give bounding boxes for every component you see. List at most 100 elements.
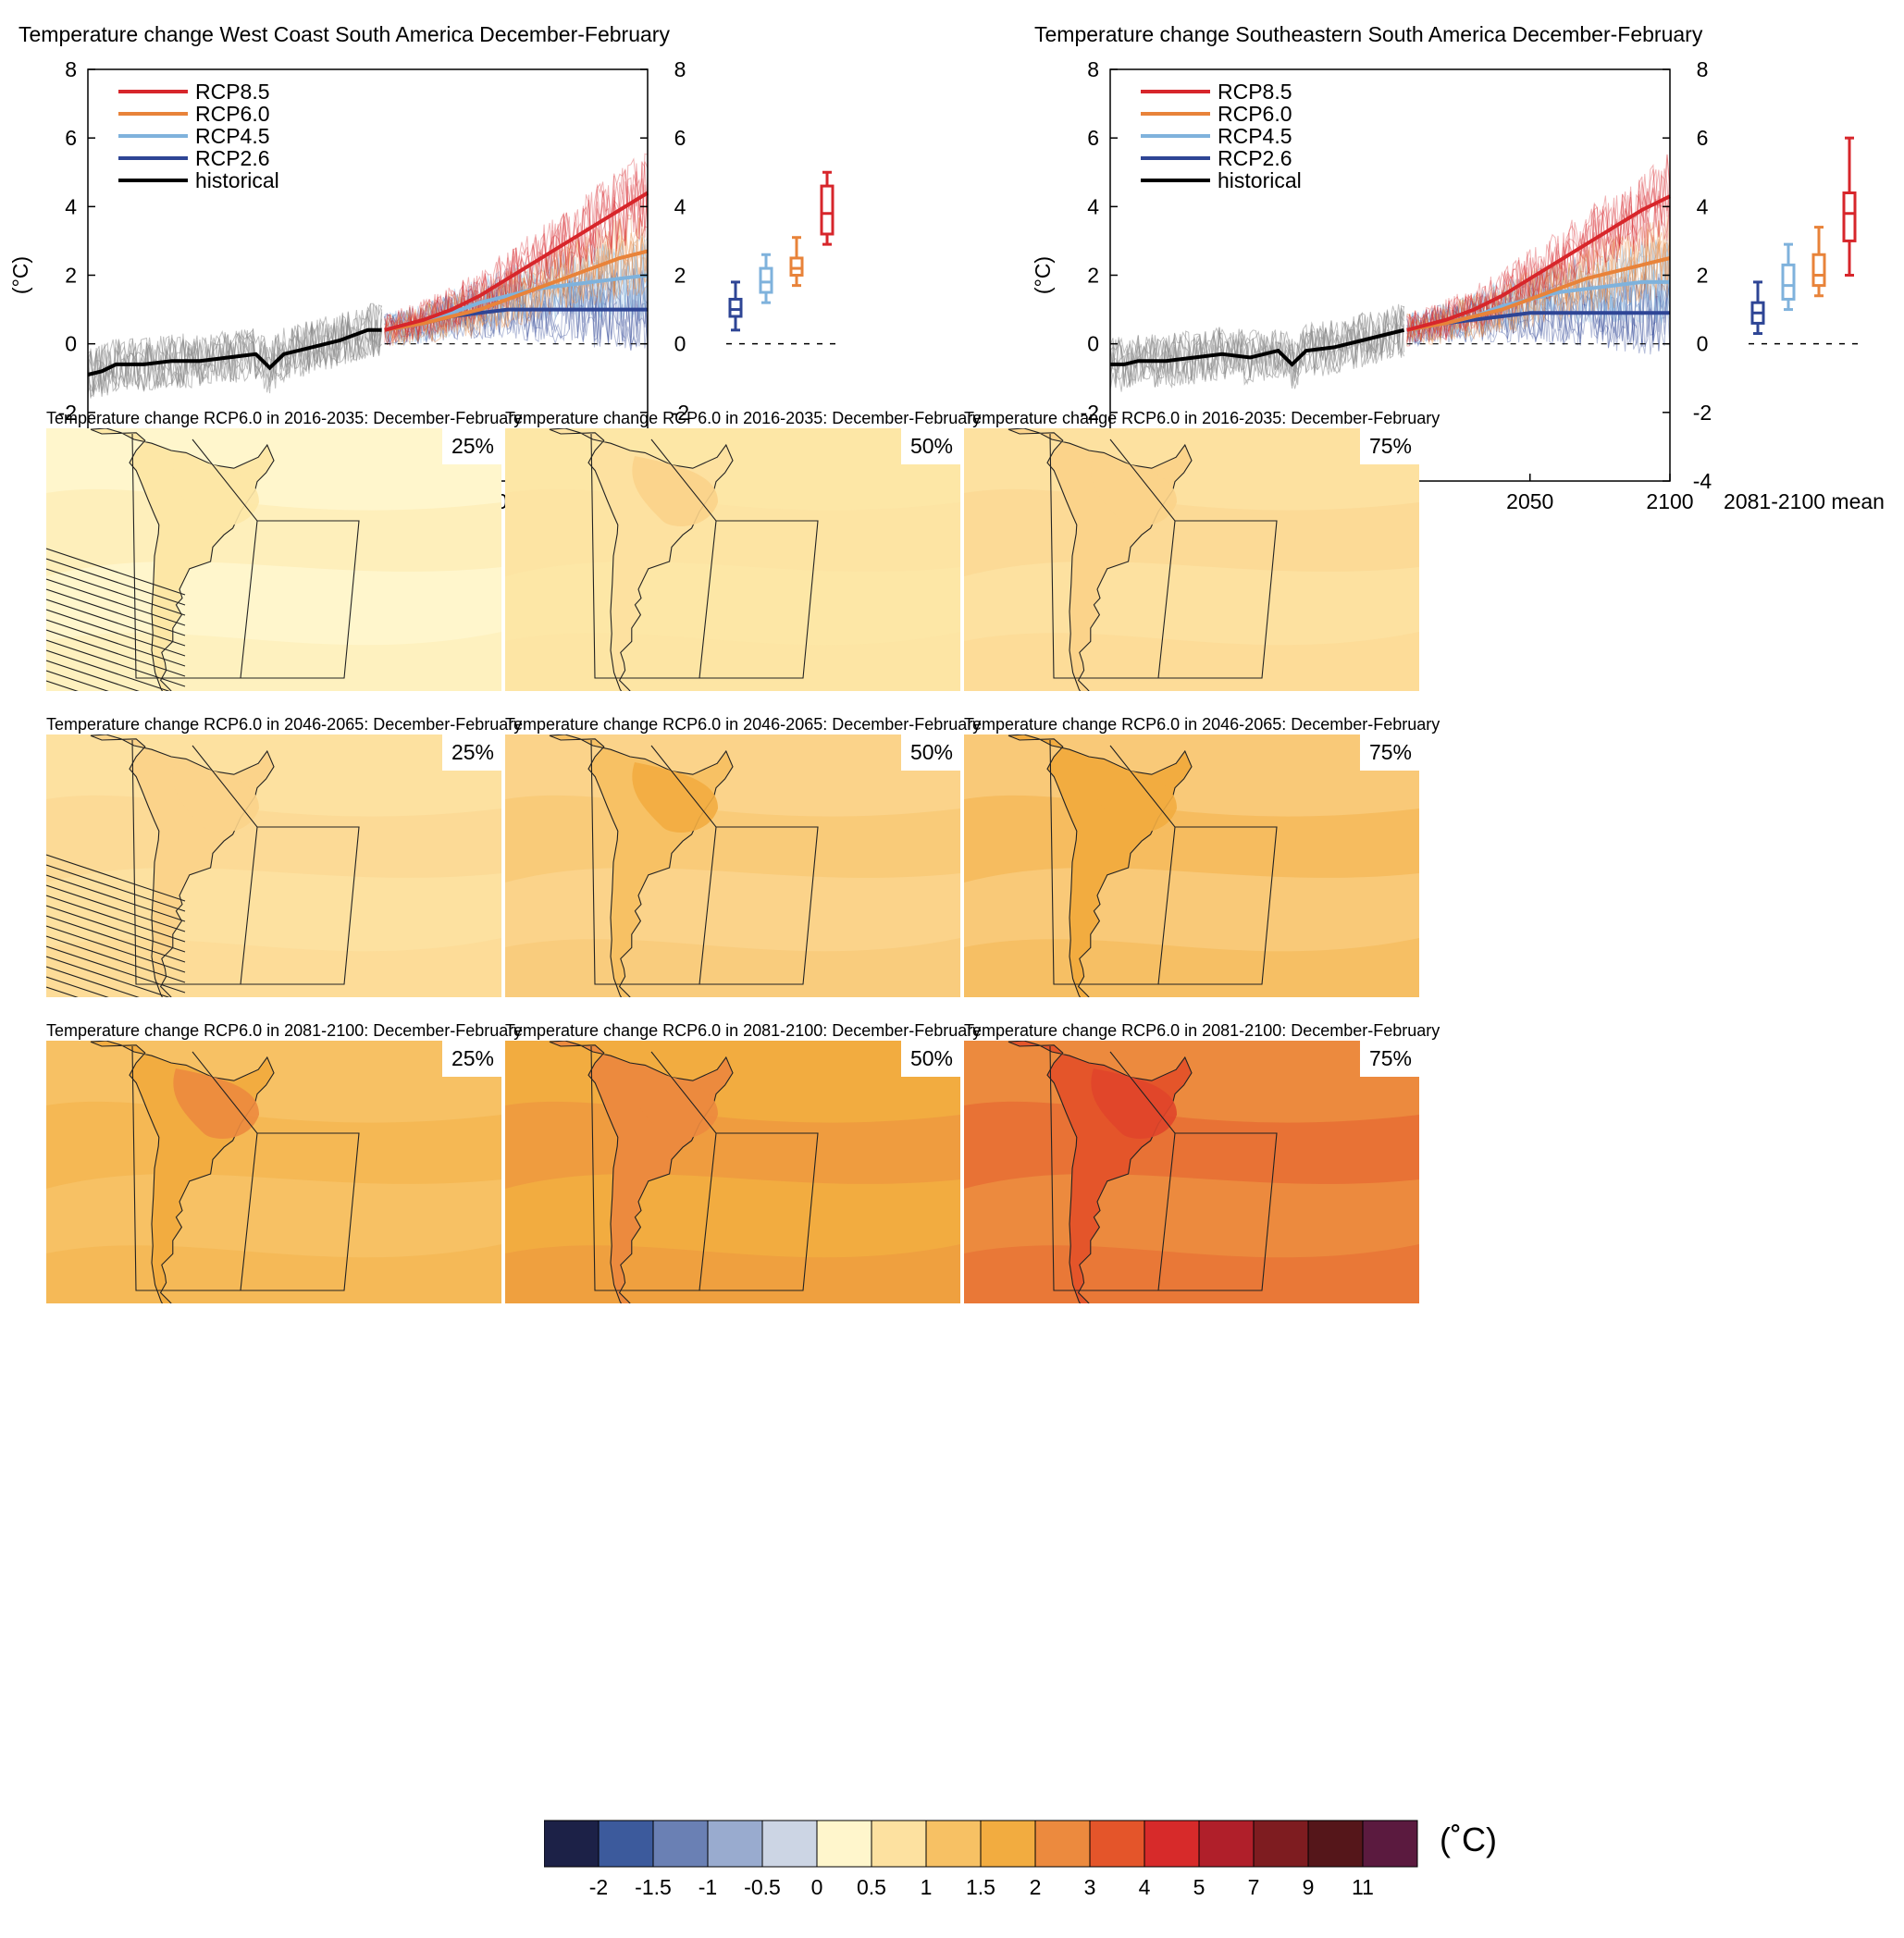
map-panel: 75% <box>964 428 1419 691</box>
scenario-member-line <box>384 245 649 345</box>
colorbar-tick-label: 2 <box>1030 1875 1042 1899</box>
scenario-member-line <box>384 269 649 347</box>
region-frame <box>590 433 819 679</box>
legend-label: RCP8.5 <box>1218 80 1292 104</box>
y-tick-label: 2 <box>65 264 77 288</box>
map-svg <box>46 734 501 997</box>
y-tick-label: 8 <box>1087 57 1099 81</box>
region-frame <box>590 739 819 985</box>
hatch-line <box>46 976 109 997</box>
series-mean-line <box>1110 327 1405 367</box>
y-tick-label: 4 <box>65 194 77 218</box>
land-hotspot <box>632 762 718 833</box>
y-tick-label: 2 <box>674 264 686 288</box>
region-frame <box>192 438 258 679</box>
legend-label: RCP2.6 <box>195 146 270 170</box>
map-svg <box>46 428 501 691</box>
scenario-member-line <box>1406 220 1671 342</box>
hatch-line <box>46 660 140 691</box>
percentile-label: 50% <box>900 1041 960 1077</box>
percentile-label: 25% <box>441 428 501 464</box>
y-tick-label: 6 <box>1087 126 1099 150</box>
map-title: Temperature change RCP6.0 in 2046-2065: … <box>505 715 982 734</box>
land-hotspot <box>173 762 259 833</box>
hatch-line <box>46 548 186 596</box>
scenario-member-line <box>384 274 649 349</box>
ocean-band <box>505 1101 960 1189</box>
map-panel: 75% <box>964 1041 1419 1303</box>
ocean-band <box>46 938 501 997</box>
legend-label: historical <box>195 168 279 192</box>
box-iqr <box>789 256 804 277</box>
y-tick-label: -2 <box>58 401 77 425</box>
colorbar-swatch <box>1089 1820 1145 1868</box>
colorbar-swatch <box>707 1820 763 1868</box>
region-frame <box>650 1051 717 1291</box>
hatching <box>46 548 186 691</box>
map-panel: 25% <box>46 428 501 691</box>
y-tick-label: 6 <box>65 126 77 150</box>
region-frame <box>1049 433 1278 679</box>
y-tick-label: 8 <box>1697 57 1709 81</box>
map-panel: 25% <box>46 1041 501 1303</box>
legend-label: RCP6.0 <box>1218 102 1292 126</box>
colorbar-swatch <box>1307 1820 1364 1868</box>
map-panel: 50% <box>505 428 960 691</box>
scenario-member-line <box>384 243 649 342</box>
ocean-band <box>46 632 501 691</box>
hatch-line <box>46 609 186 657</box>
ocean-band <box>46 488 501 576</box>
colorbar-swatch <box>1198 1820 1255 1868</box>
colorbar-swatch <box>1253 1820 1309 1868</box>
boxplot-rcp26 <box>1750 280 1765 336</box>
boxplot-rcp60 <box>1811 226 1826 298</box>
hatch-line <box>46 588 186 636</box>
hatch-line <box>46 945 186 994</box>
ocean-band <box>964 795 1419 883</box>
colorbar-tick-label: -1.5 <box>635 1875 672 1899</box>
series-mean-line <box>1406 256 1671 332</box>
scenario-member-line <box>384 163 649 338</box>
y-tick-label: -2 <box>1693 401 1712 425</box>
y-tick-label: -4 <box>1693 469 1712 493</box>
map-title: Temperature change RCP6.0 in 2016-2035: … <box>505 409 982 427</box>
hatch-line <box>46 629 186 677</box>
percentile-label: 50% <box>900 734 960 771</box>
y-tick-label: 0 <box>1087 332 1099 356</box>
hatch-line <box>46 864 186 912</box>
colorbar-tick-label: 11 <box>1352 1875 1374 1899</box>
legend-label: RCP8.5 <box>195 80 270 104</box>
scenario-member-line <box>384 231 649 347</box>
y-tick-label: 2 <box>1087 264 1099 288</box>
colorbar-tick-label: 3 <box>1084 1875 1096 1899</box>
y-tick-label: 0 <box>674 332 686 356</box>
boxplot-rcp45 <box>759 253 773 304</box>
colorbar-tick-label: 4 <box>1139 1875 1151 1899</box>
map-panel: 50% <box>505 734 960 997</box>
percentile-label: 75% <box>1359 734 1419 771</box>
region-frame <box>650 745 717 985</box>
scenario-member-line <box>384 228 649 342</box>
ocean-band <box>505 938 960 997</box>
series-mean-line <box>1406 194 1671 332</box>
ocean-band <box>46 1244 501 1303</box>
colorbar-tick-label: 7 <box>1248 1875 1260 1899</box>
scenario-member-line <box>384 268 649 349</box>
series-mean-line <box>384 249 649 332</box>
map-svg <box>964 734 1419 997</box>
scenario-member-line <box>384 237 649 344</box>
region-frame <box>590 1045 819 1291</box>
historical-member-line <box>1109 304 1404 386</box>
ocean-band <box>964 1101 1419 1189</box>
land-hotspot <box>1091 1068 1177 1139</box>
region-frame <box>131 739 360 985</box>
hatch-line <box>46 925 186 973</box>
hatch-line <box>46 956 170 997</box>
scenario-member-line <box>384 267 649 348</box>
boxplot-rcp60 <box>789 236 804 288</box>
hatch-line <box>46 986 79 997</box>
colorbar-swatch <box>652 1820 709 1868</box>
ocean-band <box>964 488 1419 576</box>
percentile-label: 75% <box>1359 1041 1419 1077</box>
region-frame <box>1049 1045 1278 1291</box>
